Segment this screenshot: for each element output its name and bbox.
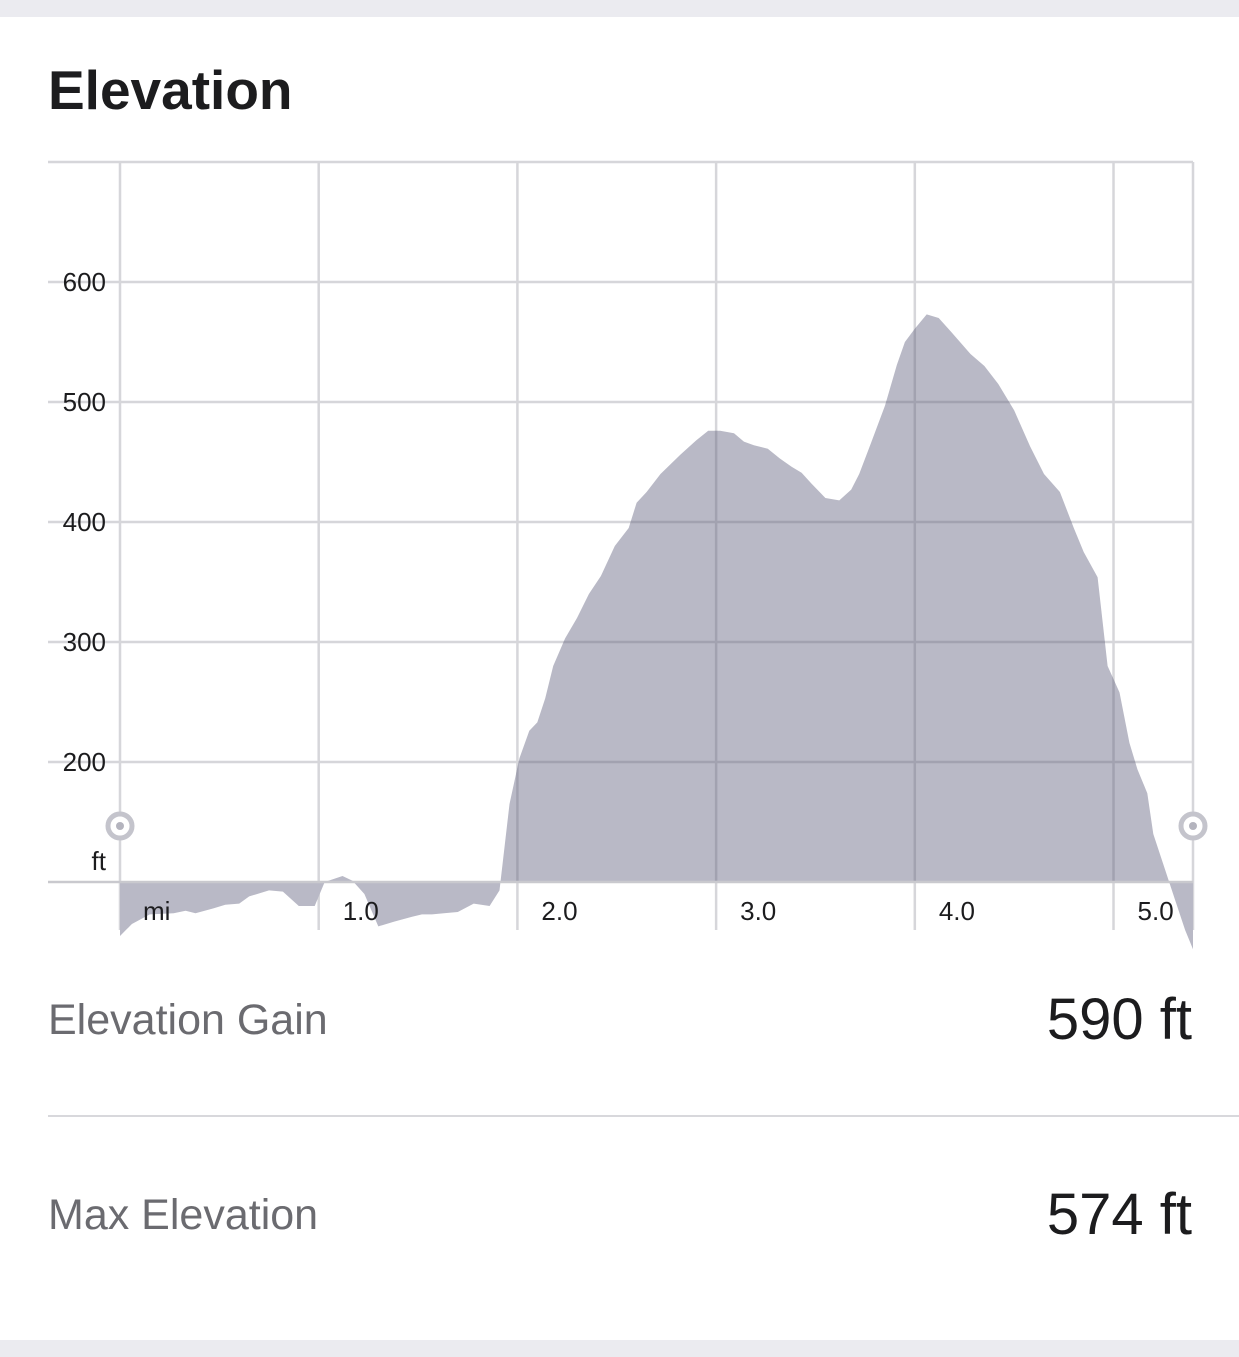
start-point-marker-dot [116,822,124,830]
elevation-area [120,314,1193,950]
y-tick-label: 300 [63,627,106,657]
x-tick-label: 1.0 [343,896,379,926]
elevation-gain-row: Elevation Gain 590 ft [48,960,1192,1080]
y-tick-label: 500 [63,387,106,417]
max-elevation-value: 574 ft [1046,1182,1192,1247]
max-elevation-label: Max Elevation [48,1191,319,1239]
x-unit-label: mi [143,896,170,926]
max-elevation-row: Max Elevation 574 ft [48,1155,1192,1275]
elevation-gain-label: Elevation Gain [48,996,328,1044]
x-tick-label: 4.0 [939,896,975,926]
y-unit-label: ft [92,846,107,876]
card-title: Elevation [48,59,293,121]
x-tick-label: 5.0 [1138,896,1174,926]
stats-divider [48,1115,1239,1117]
elevation-gain-value: 590 ft [1046,987,1192,1052]
y-tick-label: 600 [63,267,106,297]
x-tick-label: 3.0 [740,896,776,926]
end-point-marker-dot [1189,822,1197,830]
y-tick-label: 200 [63,747,106,777]
x-tick-label: 2.0 [541,896,577,926]
elevation-chart: 200 300 400 500 600 ft mi 1.0 2.0 3.0 4.0 5.0 [48,160,1208,950]
y-tick-label: 400 [63,507,106,537]
